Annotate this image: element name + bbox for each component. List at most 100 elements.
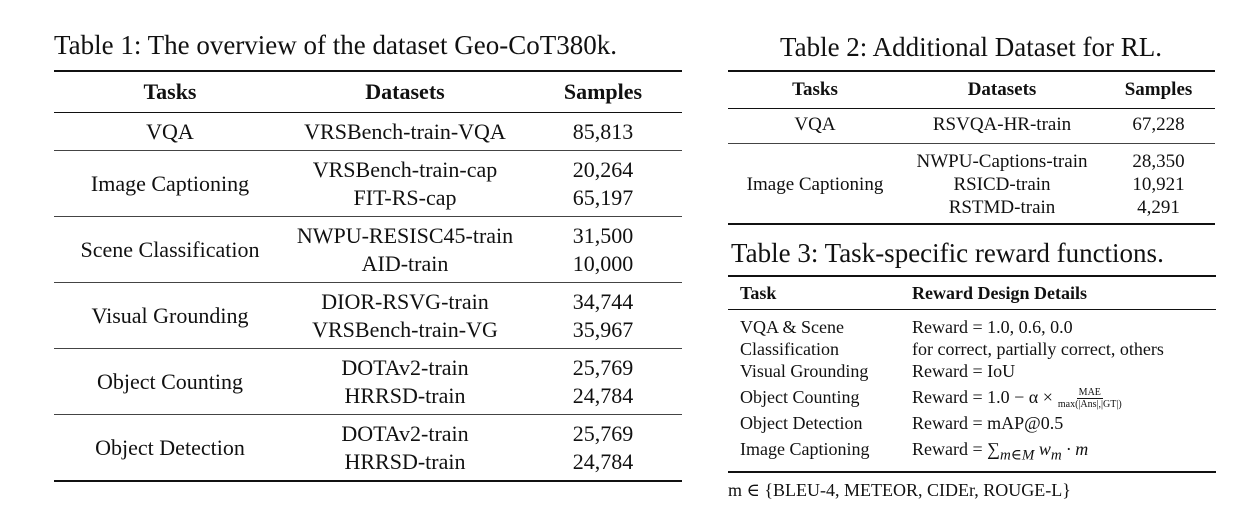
table3-header-details: Reward Design Details [912,282,1087,303]
task-cell: Visual Grounding [91,303,249,328]
fraction-denominator: max(|Ans|,|GT|) [1057,399,1122,411]
reward-formula: Reward = ∑ [912,439,1000,459]
samples-cell: 31,500 10,000 [524,217,682,283]
sample-count: 34,744 [572,289,634,314]
sample-count: 25,769 [572,421,634,446]
dataset-cell: DOTAv2-train HRRSD-train [286,349,524,415]
dataset-name: HRRSD-train [344,383,466,408]
task-cell: Object Counting [740,387,860,407]
table-row: Image Captioning NWPU-Captions-train RSI… [728,144,1215,225]
sample-count: 85,813 [572,119,634,144]
sample-count: 20,264 [572,157,634,182]
table-row: Visual Grounding Reward = IoU [728,360,1216,386]
samples-cell: 25,769 24,784 [524,349,682,415]
dataset-name: VRSBench-train-VQA [304,119,506,144]
weight-subscript: m [1050,447,1062,464]
sample-count: 28,350 [1132,151,1185,172]
reward-cell: Reward = ∑m∈M wm · m [900,438,1216,472]
dataset-name: NWPU-Captions-train [916,151,1088,172]
table-row: Visual Grounding DIOR-RSVG-train VRSBenc… [54,283,682,349]
dataset-cell: NWPU-RESISC45-train AID-train [286,217,524,283]
table-row: Object Counting DOTAv2-train HRRSD-train… [54,349,682,415]
task-cell: Image Captioning [740,439,870,459]
table-row: Image Captioning Reward = ∑m∈M wm · m [728,438,1216,472]
task-cell: Image Captioning [746,174,884,195]
dataset-cell: NWPU-Captions-train RSICD-train RSTMD-tr… [902,144,1102,225]
samples-cell: 34,744 35,967 [524,283,682,349]
reward-cell: Reward = mAP@0.5 [912,413,1064,433]
sum-subscript: m∈M [999,447,1035,464]
table2-header-samples: Samples [1124,79,1193,100]
reward-cell: Reward = IoU [912,361,1016,381]
dataset-name: FIT-RS-cap [353,185,457,210]
sample-count: 10,000 [572,251,634,276]
sample-count: 10,921 [1132,174,1185,195]
mae-fraction: MAE max(|Ans|,|GT|) [1056,387,1124,410]
dataset-name: RSICD-train [953,174,1051,195]
table1-header-row: Tasks Datasets Samples [54,71,682,113]
table-row: VQA & Scene Classification Reward = 1.0,… [728,310,1216,361]
table-row: Object Detection Reward = mAP@0.5 [728,412,1216,438]
sample-count: 67,228 [1132,114,1185,135]
dataset-cell: DIOR-RSVG-train VRSBench-train-VG [286,283,524,349]
table-row: VQA VRSBench-train-VQA 85,813 [54,113,682,151]
sample-count: 24,784 [572,383,634,408]
table1-header-datasets: Datasets [365,79,445,104]
weight-symbol: w [1034,439,1051,459]
samples-cell: 25,769 24,784 [524,415,682,482]
table-row: Scene Classification NWPU-RESISC45-train… [54,217,682,283]
dataset-name: RSTMD-train [948,197,1056,218]
dataset-cell: RSVQA-HR-train [902,109,1102,144]
dataset-name: VRSBench-train-cap [312,157,498,182]
samples-cell: 67,228 [1102,109,1215,144]
table3-header-task: Task [740,282,777,303]
dataset-name: AID-train [361,251,449,276]
task-cell: Object Detection [740,413,863,433]
task-cell: VQA [794,114,836,135]
dataset-name: DOTAv2-train [341,355,469,380]
metric-symbol: · m [1061,439,1089,459]
sample-count: 35,967 [572,317,634,342]
table2-caption: Table 2: Additional Dataset for RL. [779,32,1163,62]
reward-line: for correct, partially correct, others [912,339,1164,359]
task-cell: VQA [146,119,194,144]
table-row: Image Captioning VRSBench-train-cap FIT-… [54,151,682,217]
task-cell: VQA & Scene Classification [728,310,900,361]
dataset-name: DOTAv2-train [341,421,469,446]
task-cell: Object Counting [96,369,244,394]
reward-cell: Reward = 1.0 − α × MAE max(|Ans|,|GT|) [900,386,1216,412]
sample-count: 24,784 [572,449,634,474]
sample-count: 25,769 [572,355,634,380]
table3-caption: Table 3: Task-specific reward functions. [731,238,1164,268]
fraction-numerator: MAE [1076,387,1103,400]
samples-cell: 20,264 65,197 [524,151,682,217]
samples-cell: 28,350 10,921 4,291 [1102,144,1215,225]
task-cell: Object Detection [95,435,245,460]
dataset-name: VRSBench-train-VG [312,317,498,342]
reward-formula: Reward = 1.0 − α × [912,387,1053,407]
reward-line: Reward = 1.0, 0.6, 0.0 [912,317,1073,337]
dataset-name: DIOR-RSVG-train [321,289,489,314]
dataset-name: HRRSD-train [344,449,466,474]
dataset-cell: VRSBench-train-cap FIT-RS-cap [286,151,524,217]
table2-header-datasets: Datasets [967,79,1037,100]
table-row: Object Detection DOTAv2-train HRRSD-trai… [54,415,682,482]
dataset-name: NWPU-RESISC45-train [296,223,514,248]
task-cell: Visual Grounding [740,361,869,381]
sample-count: 65,197 [572,185,634,210]
table2: Tasks Datasets Samples VQA RSVQA-HR-trai… [728,70,1215,225]
reward-cell: Reward = 1.0, 0.6, 0.0 for correct, part… [900,310,1216,361]
sample-count: 31,500 [572,223,634,248]
table2-header-tasks: Tasks [792,79,838,100]
dataset-name: RSVQA-HR-train [932,114,1072,135]
task-line: VQA & Scene [740,317,844,337]
table1-caption: Table 1: The overview of the dataset Geo… [54,30,617,60]
footnote: m ∈ {BLEU-4, METEOR, CIDEr, ROUGE-L} [728,480,1071,500]
samples-cell: 85,813 [524,113,682,151]
table3: Task Reward Design Details VQA & Scene C… [728,275,1216,473]
sample-count: 4,291 [1137,197,1180,218]
table1-header-tasks: Tasks [143,79,197,104]
table1: Tasks Datasets Samples VQA VRSBench-trai… [54,70,682,482]
table-row: Object Counting Reward = 1.0 − α × MAE max… [728,386,1216,412]
task-line: Classification [740,339,839,359]
